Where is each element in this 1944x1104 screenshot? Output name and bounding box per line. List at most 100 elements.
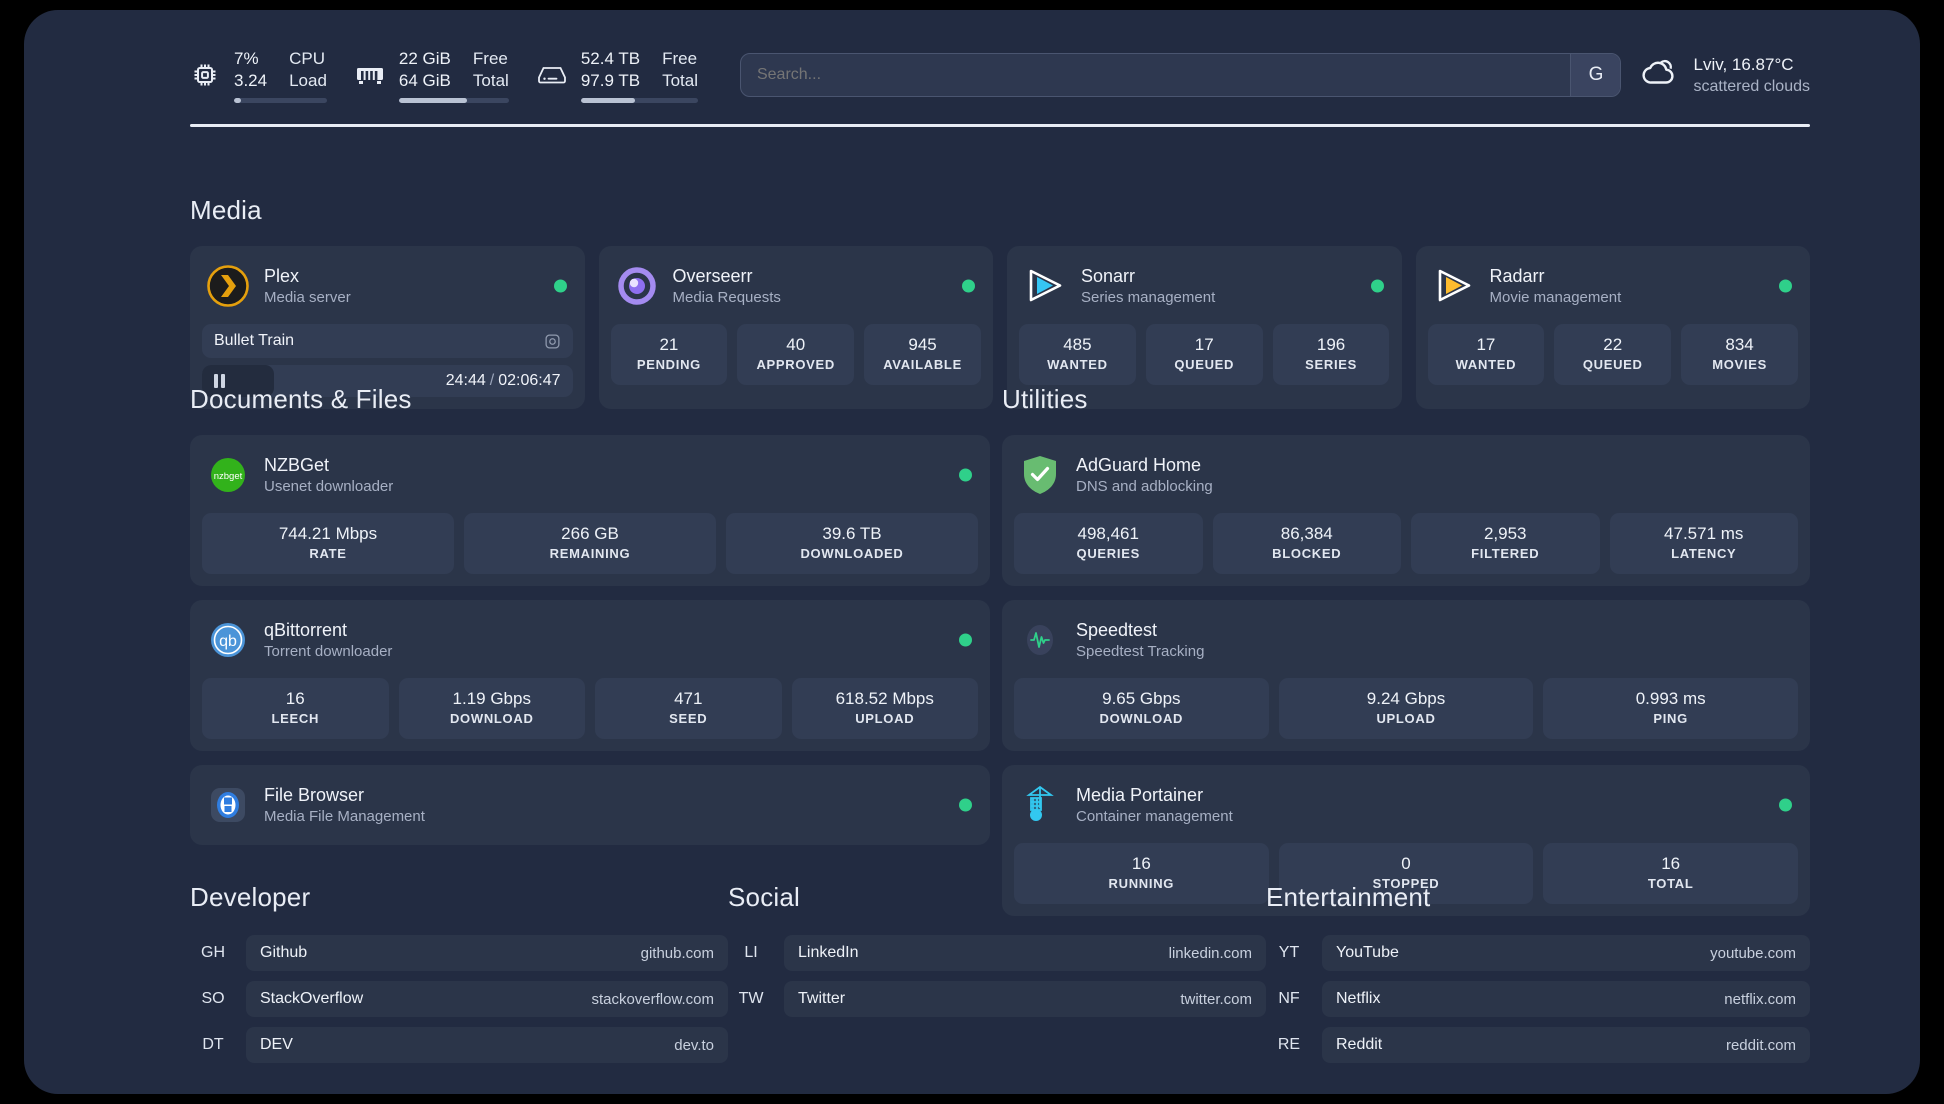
bookmark-url: stackoverflow.com (591, 990, 714, 1008)
disk-stat-block: 52.4 TB 97.9 TB Free Total (580, 48, 698, 103)
now-playing-time: 24:44/02:06:47 (446, 372, 561, 390)
bookmark-item[interactable]: TW Twitter twitter.com (728, 981, 1266, 1017)
bookmark-abbr: LI (744, 944, 758, 961)
bookmark-body[interactable]: YouTube youtube.com (1322, 935, 1810, 971)
service-card-media-portainer[interactable]: Media Portainer Container management 16 … (1002, 765, 1810, 916)
disk-free-value: 52.4 TB (580, 48, 641, 68)
service-card-sonarr[interactable]: Sonarr Series management 485 WANTED 17 Q… (1007, 246, 1402, 409)
bookmark-item[interactable]: SO StackOverflow stackoverflow.com (190, 981, 728, 1017)
gear-icon[interactable] (544, 333, 561, 350)
service-name: Overseerr (672, 265, 753, 286)
dashboard-page: 7% 3.24 CPU Load (24, 10, 1920, 1094)
stat-cell: 47.571 ms LATENCY (1609, 513, 1798, 574)
stat-label: LATENCY (1671, 546, 1737, 561)
stat-cell: 744.21 Mbps RATE (202, 513, 454, 574)
bookmark-item[interactable]: NF Netflix netflix.com (1266, 981, 1810, 1017)
stat-label: REMAINING (549, 546, 631, 561)
weather-location-temp: Lviv, 16.87°C (1693, 54, 1794, 74)
service-name: Sonarr (1081, 265, 1136, 286)
adguard-icon (1018, 453, 1062, 497)
service-card-adguard-home[interactable]: AdGuard Home DNS and adblocking 498,461 … (1002, 435, 1810, 586)
bookmark-body[interactable]: StackOverflow stackoverflow.com (246, 981, 728, 1017)
stat-value: 945 (908, 335, 937, 354)
service-name: NZBGet (264, 454, 330, 475)
status-badge (1779, 279, 1792, 293)
stat-cell: 618.52 Mbps UPLOAD (791, 678, 978, 739)
bookmark-group-entertainment: Entertainment YT YouTube youtube.com NF … (1266, 882, 1810, 1073)
stat-value: 0.993 ms (1635, 689, 1706, 708)
cpu-icon (190, 60, 220, 90)
bookmark-body[interactable]: Github github.com (246, 935, 728, 971)
search-engine-button[interactable]: G (1570, 54, 1621, 96)
service-card-qbittorrent[interactable]: qb qBittorrent Torrent downloader 16 LEE… (190, 600, 990, 751)
bookmark-group-title: Entertainment (1266, 882, 1431, 912)
media-section: Media Plex Media server (190, 195, 1810, 409)
stat-cell: 21 PENDING (610, 324, 728, 385)
bookmark-name: Github (260, 944, 308, 961)
stats-row: 21 PENDING 40 APPROVED 945 AVAILABLE (610, 324, 982, 385)
search-bar[interactable]: G (739, 53, 1622, 97)
documents-section-title: Documents & Files (190, 384, 412, 414)
service-card-speedtest[interactable]: Speedtest Speedtest Tracking 9.65 Gbps D… (1002, 600, 1810, 751)
service-card-radarr[interactable]: Radarr Movie management 17 WANTED 22 QUE… (1415, 246, 1810, 409)
stat-value: 39.6 TB (822, 524, 882, 543)
stat-cell: 9.24 Gbps UPLOAD (1278, 678, 1534, 739)
bookmark-body[interactable]: LinkedIn linkedin.com (784, 935, 1266, 971)
bookmark-body[interactable]: Reddit reddit.com (1322, 1027, 1810, 1063)
stats-row: 9.65 Gbps DOWNLOAD 9.24 Gbps UPLOAD 0.99… (1014, 678, 1799, 739)
stat-label: SERIES (1305, 357, 1358, 372)
status-badge (959, 468, 972, 482)
stat-label: MOVIES (1712, 357, 1767, 372)
bookmark-url: linkedin.com (1168, 944, 1252, 962)
stat-value: 2,953 (1483, 524, 1527, 543)
radarr-icon (1432, 264, 1476, 308)
stat-label: QUEUED (1582, 357, 1643, 372)
bookmark-item[interactable]: RE Reddit reddit.com (1266, 1027, 1810, 1063)
stat-cell: 17 QUEUED (1145, 324, 1263, 385)
stat-cell: 16 LEECH (202, 678, 389, 739)
service-name: Speedtest (1076, 619, 1158, 640)
disk-total-label: Total (662, 70, 698, 90)
bookmark-name: Netflix (1336, 990, 1381, 1007)
stat-cell: 16 RUNNING (1014, 843, 1269, 904)
bookmark-item[interactable]: LI LinkedIn linkedin.com (728, 935, 1266, 971)
bookmark-abbr: RE (1277, 1036, 1301, 1053)
stat-value: 471 (674, 689, 703, 708)
service-desc: Torrent downloader (264, 642, 393, 660)
bookmark-url: github.com (640, 944, 714, 962)
svg-text:qb: qb (219, 633, 237, 650)
stat-cell: 485 WANTED (1019, 324, 1136, 385)
stat-label: QUERIES (1076, 546, 1140, 561)
bookmark-group-title: Developer (190, 882, 311, 912)
bookmark-body[interactable]: Twitter twitter.com (784, 981, 1266, 1017)
bookmark-group-developer: Developer GH Github github.com SO StackO… (190, 882, 728, 1073)
search-input[interactable] (740, 54, 1571, 96)
service-card-nzbget[interactable]: nzbget NZBGet Usenet downloader 744.21 M… (190, 435, 990, 586)
bookmark-item[interactable]: YT YouTube youtube.com (1266, 935, 1810, 971)
service-card-file-browser[interactable]: File Browser Media File Management (190, 765, 990, 845)
header-bar: 7% 3.24 CPU Load (190, 36, 1810, 114)
service-card-plex[interactable]: Plex Media server Bullet Train (190, 246, 585, 409)
now-playing-progress[interactable]: 24:44/02:06:47 (202, 365, 573, 397)
stat-label: UPLOAD (1376, 711, 1436, 726)
status-badge (959, 798, 972, 812)
bookmark-item[interactable]: GH Github github.com (190, 935, 728, 971)
stats-row: 744.21 Mbps RATE 266 GB REMAINING 39.6 T… (202, 513, 978, 574)
bookmark-name: LinkedIn (798, 944, 859, 961)
bookmark-body[interactable]: Netflix netflix.com (1322, 981, 1810, 1017)
sonarr-icon (1023, 264, 1067, 308)
bookmark-item[interactable]: DT DEV dev.to (190, 1027, 728, 1063)
service-name: AdGuard Home (1076, 454, 1202, 475)
service-card-overseerr[interactable]: Overseerr Media Requests 21 PENDING 40 A… (598, 246, 993, 409)
bookmark-body[interactable]: DEV dev.to (246, 1027, 728, 1063)
pause-icon[interactable] (214, 374, 225, 388)
service-desc: Media server (264, 288, 351, 306)
stat-cell: 9.65 Gbps DOWNLOAD (1014, 678, 1269, 739)
service-name: File Browser (264, 784, 365, 805)
cpu-load-value: 3.24 (234, 70, 268, 90)
weather-widget: Lviv, 16.87°C scattered clouds (1639, 54, 1810, 97)
header-divider (190, 124, 1810, 127)
disk-total-value: 97.9 TB (580, 70, 641, 90)
memory-stat-block: 22 GiB 64 GiB Free Total (398, 48, 509, 103)
status-badge (962, 279, 975, 293)
